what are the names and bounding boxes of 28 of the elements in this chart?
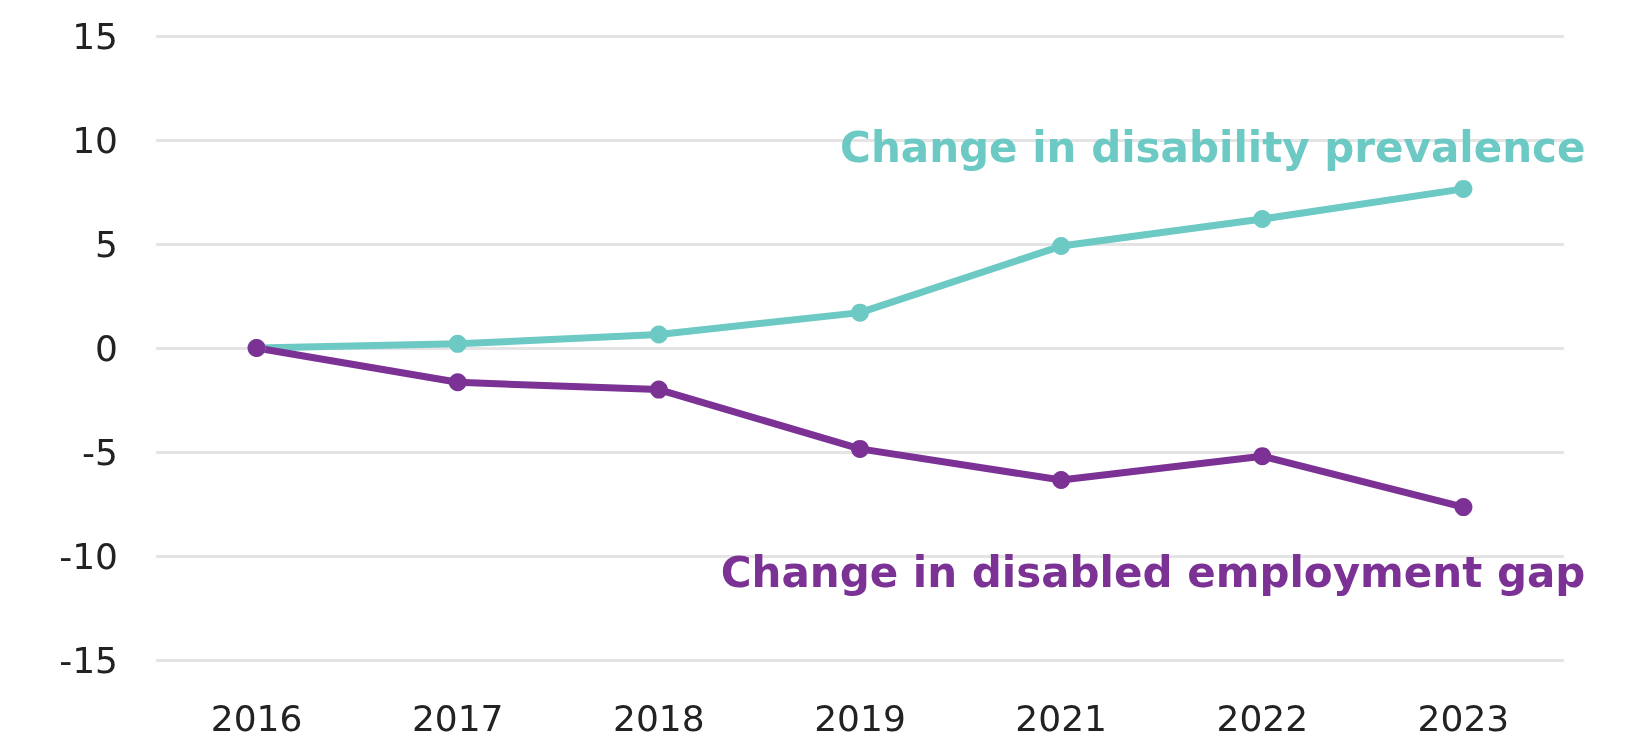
y-tick-label: -10 bbox=[59, 535, 118, 577]
point bbox=[1253, 447, 1272, 466]
y-tick-label: -15 bbox=[59, 639, 118, 681]
x-tick-label: 2016 bbox=[210, 697, 303, 739]
x-tick-label: 2022 bbox=[1216, 697, 1309, 739]
point bbox=[1052, 471, 1071, 490]
point bbox=[1253, 210, 1272, 229]
point bbox=[851, 303, 869, 322]
point bbox=[448, 334, 467, 353]
x-tick-label: 2019 bbox=[814, 697, 906, 739]
text: Change in disabled employment gap bbox=[720, 547, 1586, 597]
point bbox=[1454, 498, 1473, 517]
y-tick-label: 15 bbox=[72, 15, 118, 57]
point bbox=[1454, 179, 1473, 198]
y-tick-label: -5 bbox=[82, 431, 118, 473]
x-tick-label: 2023 bbox=[1417, 697, 1510, 739]
x-tick-label: 2017 bbox=[411, 697, 504, 739]
x-tick-label: 2021 bbox=[1015, 697, 1107, 739]
point bbox=[649, 380, 668, 399]
y-tick-label: 5 bbox=[95, 223, 118, 265]
y-tick-label: 10 bbox=[72, 119, 118, 161]
x-tick-label: 2018 bbox=[613, 697, 705, 739]
series-label: Change in disability prevalence bbox=[840, 123, 1586, 173]
point bbox=[851, 439, 869, 458]
point bbox=[1052, 237, 1071, 256]
point bbox=[448, 373, 467, 392]
point bbox=[649, 325, 668, 344]
y-tick-label: 0 bbox=[95, 327, 118, 369]
